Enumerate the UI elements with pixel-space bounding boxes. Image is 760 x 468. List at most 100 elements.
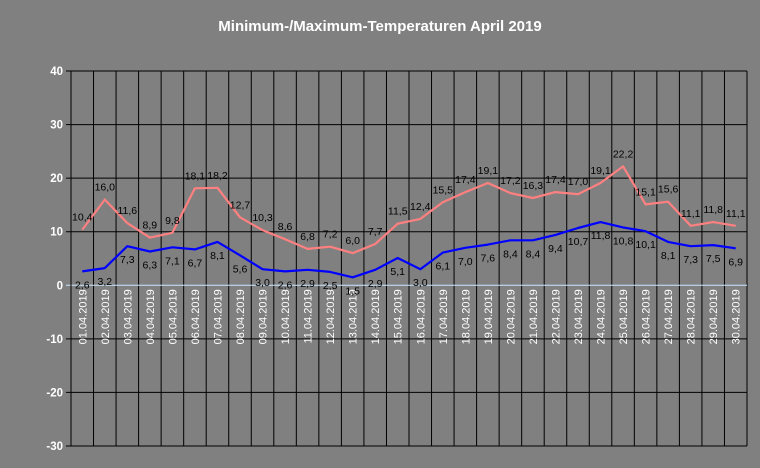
x-tick-label: 22.04.2019 [550,289,562,344]
x-tick-label: 01.04.2019 [77,289,89,344]
data-label-min: 7,3 [120,254,135,266]
data-label-max: 8,6 [278,221,293,233]
x-tick-label: 29.04.2019 [708,289,720,344]
data-label-max: 19,1 [590,165,611,177]
x-tick-label: 11.04.2019 [303,289,315,343]
data-label-min: 8,4 [503,248,518,260]
data-label-min: 6,3 [143,260,158,272]
data-label-min: 5,6 [233,263,248,275]
data-label-max: 22,2 [613,148,634,160]
y-tick-label: -20 [46,387,63,399]
x-tick-label: 14.04.2019 [370,289,382,344]
y-tick-label: -10 [46,334,63,346]
data-label-min: 2,9 [368,278,383,290]
data-label-max: 11,6 [117,205,137,217]
data-label-min: 7,6 [481,253,496,265]
data-label-min: 2,5 [323,280,338,292]
data-label-min: 11,8 [591,230,611,242]
data-label-max: 15,5 [433,184,454,196]
data-label-max: 11,8 [703,204,723,216]
y-tick-label: 20 [50,173,63,185]
data-label-max: 16,0 [95,182,116,194]
data-label-min: 3,0 [413,277,428,289]
data-label-max: 11,1 [726,208,746,220]
data-label-min: 10,7 [568,236,589,248]
x-tick-label: 10.04.2019 [280,289,292,344]
x-tick-label: 19.04.2019 [483,289,495,344]
data-label-max: 16,3 [523,180,544,192]
data-label-max: 6,8 [300,231,315,243]
data-label-max: 15,6 [658,184,679,196]
data-label-min: 3,2 [97,276,112,288]
data-label-min: 7,1 [165,255,180,267]
data-label-min: 8,4 [526,248,541,260]
x-tick-label: 26.04.2019 [641,289,653,344]
data-label-min: 8,1 [210,250,225,262]
series-line-min [82,221,736,279]
x-tick-label: 12.04.2019 [325,289,337,344]
x-tick-label: 15.04.2019 [393,289,405,344]
data-label-max: 10,3 [252,212,273,224]
x-tick-label: 13.04.2019 [348,289,360,344]
x-tick-label: 27.04.2019 [663,289,675,344]
data-label-max: 19,1 [478,165,499,177]
data-label-min: 2,6 [278,279,293,291]
chart-title: Minimum-/Maximum-Temperaturen April 2019 [218,18,541,35]
x-tick-label: 16.04.2019 [415,289,427,344]
x-tick-label: 07.04.2019 [212,289,224,344]
x-tick-label: 05.04.2019 [167,289,179,344]
data-label-min: 2,9 [300,278,315,290]
data-label-max: 10,4 [72,212,93,224]
data-label-min: 9,4 [548,243,563,255]
x-tick-label: 30.04.2019 [731,289,743,344]
x-tick-label: 21.04.2019 [528,289,540,344]
data-label-min: 7,5 [706,253,721,265]
x-tick-label: 24.04.2019 [596,289,608,344]
data-label-max: 11,1 [681,208,701,220]
y-tick-label: -30 [46,441,63,453]
y-tick-label: 0 [57,280,63,292]
data-label-min: 10,8 [613,235,634,247]
series-line-max [81,165,736,255]
y-tick-label: 10 [50,227,63,239]
data-label-min: 3,0 [255,277,270,289]
data-label-min: 6,1 [435,261,450,273]
data-label-min: 6,7 [188,257,203,269]
x-tick-label: 09.04.2019 [258,289,270,344]
data-label-max: 6,0 [345,235,360,247]
x-tick-label: 20.04.2019 [505,289,517,344]
data-label-max: 17,4 [545,174,566,186]
x-tick-label: 28.04.2019 [686,289,698,344]
data-label-max: 15,1 [635,186,656,198]
data-label-max: 7,7 [368,226,383,238]
x-tick-label: 04.04.2019 [145,289,157,344]
data-label-min: 2,6 [75,279,90,291]
x-tick-label: 25.04.2019 [618,289,630,344]
data-label-max: 17,0 [568,176,589,188]
data-label-max: 7,2 [323,229,338,241]
x-tick-label: 08.04.2019 [235,289,247,344]
data-label-max: 8,9 [143,220,158,232]
data-label-max: 17,2 [500,175,521,187]
data-label-min: 7,0 [458,256,473,268]
data-label-min: 8,1 [661,250,676,262]
x-tick-label: 17.04.2019 [438,289,450,344]
data-label-max: 18,2 [207,170,228,182]
data-label-min: 1,5 [345,285,360,297]
x-tick-label: 06.04.2019 [190,289,202,344]
data-label-max: 9,8 [165,215,180,227]
data-label-min: 6,9 [728,256,743,268]
x-tick-label: 18.04.2019 [460,289,472,344]
plot-area: -30 -20 -10 0 10 20 30 40 01.04.2019 02.04.2019 03… [46,66,748,453]
data-label-max: 12,7 [230,199,251,211]
x-tick-label: 23.04.2019 [573,289,585,344]
data-label-min: 5,1 [390,266,405,278]
data-label-min: 7,3 [683,254,698,266]
x-tick-label: 03.04.2019 [122,289,134,344]
data-label-max: 12,4 [410,201,431,213]
data-label-max: 17,4 [455,174,476,186]
y-tick-label: 40 [50,66,63,78]
data-label-max: 18,1 [185,170,206,182]
data-label-max: 11,5 [388,206,408,218]
